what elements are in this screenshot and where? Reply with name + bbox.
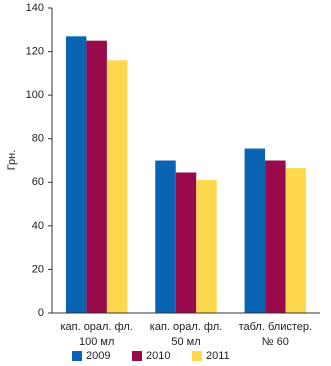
y-tick-label: 100	[26, 89, 44, 101]
y-tick-label: 0	[38, 307, 44, 319]
bar	[175, 172, 197, 313]
bar	[155, 160, 176, 313]
x-tick-label: 50 мл	[171, 336, 200, 348]
y-tick-label: 140	[26, 2, 44, 14]
legend-swatch	[72, 351, 82, 361]
y-axis-label: Грн.	[6, 150, 18, 171]
legend-label: 2009	[86, 350, 110, 362]
bar	[106, 60, 128, 314]
y-tick-label: 40	[32, 220, 44, 232]
x-tick-label: кап. орал. фл.	[60, 321, 132, 333]
x-tick-label: № 60	[262, 336, 289, 348]
legend-label: 2011	[206, 350, 230, 362]
bar	[265, 160, 286, 313]
bar	[65, 36, 87, 313]
bar	[196, 180, 217, 313]
y-tick-label: 80	[32, 133, 44, 145]
x-tick-label: табл. блистер.	[239, 321, 312, 333]
bar	[244, 148, 266, 313]
y-tick-label: 60	[32, 176, 44, 188]
legend-swatch	[192, 351, 202, 361]
x-tick-label: кап. орал. фл.	[150, 321, 222, 333]
y-tick-label: 120	[26, 45, 44, 57]
legend-label: 2010	[146, 350, 170, 362]
x-tick-label: 100 мл	[79, 336, 114, 348]
legend-swatch	[132, 351, 142, 361]
bar	[86, 40, 107, 314]
y-tick-label: 20	[32, 263, 44, 275]
bar	[285, 168, 307, 313]
